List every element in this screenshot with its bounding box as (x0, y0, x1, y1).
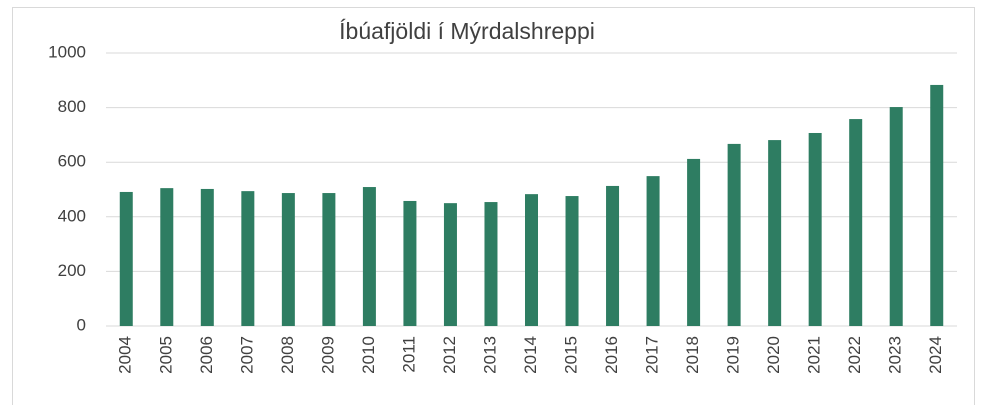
x-tick-label: 2006 (197, 336, 216, 374)
bar (322, 193, 336, 326)
x-tick-label: 2013 (480, 336, 499, 374)
bar (849, 119, 863, 326)
y-tick-label: 1000 (48, 42, 86, 61)
bar (525, 194, 538, 326)
x-tick-label: 2010 (359, 336, 378, 374)
x-tick-label: 2012 (440, 336, 459, 374)
bar (768, 140, 782, 326)
bar (930, 84, 944, 326)
x-tick-label: 2022 (845, 336, 864, 374)
bar (484, 202, 498, 326)
bar (119, 191, 133, 326)
x-tick-label: 2018 (683, 336, 702, 374)
bar (241, 191, 255, 326)
y-tick-label: 0 (77, 315, 86, 334)
x-tick-label: 2017 (643, 336, 662, 374)
bar (606, 185, 620, 326)
x-tick-label: 2019 (724, 336, 743, 374)
bar (200, 188, 214, 326)
y-tick-label: 200 (58, 261, 86, 280)
x-tick-label: 2024 (926, 336, 945, 374)
x-tick-label: 2005 (156, 336, 175, 374)
bar (160, 188, 174, 326)
x-tick-label: 2009 (318, 336, 337, 374)
x-tick-label: 2020 (764, 336, 783, 374)
x-tick-label: 2014 (521, 336, 540, 374)
bar (565, 196, 579, 326)
x-tick-label: 2015 (562, 336, 581, 374)
y-tick-label: 800 (58, 97, 86, 116)
bar (727, 143, 741, 326)
bar (362, 187, 376, 326)
chart-title: Íbúafjöldi í Mýrdalshreppi (339, 18, 595, 44)
x-tick-label: 2008 (278, 336, 297, 374)
x-tick-label: 2023 (886, 336, 905, 374)
bar (808, 132, 822, 326)
y-tick-label: 600 (58, 152, 86, 171)
bar (403, 200, 417, 326)
x-tick-label: 2021 (805, 336, 824, 374)
x-tick-label: 2011 (399, 336, 418, 373)
bar (889, 107, 903, 326)
x-tick-label: 2016 (602, 336, 621, 374)
bar (646, 176, 660, 326)
bar (443, 203, 457, 326)
x-tick-label: 2007 (237, 336, 256, 374)
x-tick-label: 2004 (116, 336, 135, 374)
bar (281, 193, 295, 326)
bar (687, 158, 701, 326)
y-tick-label: 400 (58, 206, 86, 225)
